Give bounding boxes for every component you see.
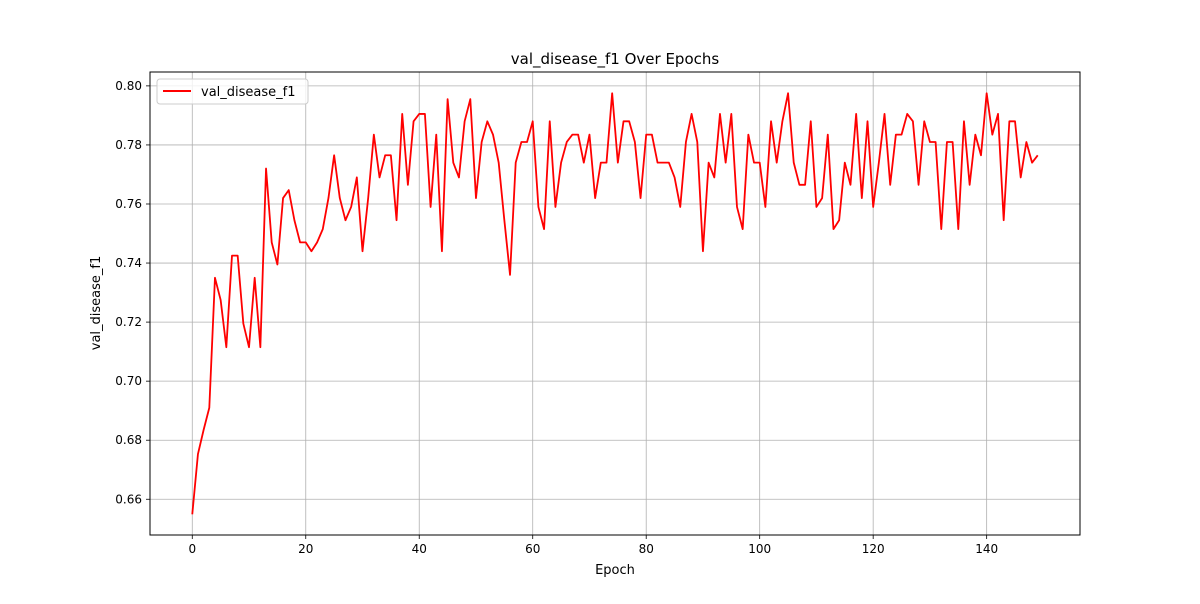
y-tick-label: 0.68 (115, 433, 142, 447)
x-tick-label: 20 (298, 542, 313, 556)
series-line-val_disease_f1 (191, 92, 1039, 515)
y-axis-label: val_disease_f1 (89, 256, 104, 351)
y-tick-label: 0.80 (115, 79, 142, 93)
x-tick-label: 80 (639, 542, 654, 556)
x-tick-label: 60 (525, 542, 540, 556)
x-tick-label: 100 (748, 542, 771, 556)
legend-label: val_disease_f1 (201, 85, 296, 100)
y-tick-label: 0.70 (115, 374, 142, 388)
y-tick-label: 0.78 (115, 138, 142, 152)
series-layer (191, 92, 1039, 515)
chart-title: val_disease_f1 Over Epochs (511, 50, 720, 69)
x-tick-label: 140 (975, 542, 998, 556)
x-axis-label: Epoch (595, 563, 635, 578)
y-tick-label: 0.72 (115, 315, 142, 329)
x-tick-label: 120 (862, 542, 885, 556)
grid (150, 72, 1080, 535)
legend: val_disease_f1 (156, 78, 309, 105)
plot-frame (149, 71, 1081, 536)
y-tick-label: 0.74 (115, 256, 142, 270)
y-tick-label: 0.66 (115, 492, 142, 506)
legend-box (156, 78, 309, 105)
y-tick-label: 0.76 (115, 197, 142, 211)
x-tick-label: 40 (412, 542, 427, 556)
ticks: 0 20 40 60 80 100 120 140 0.66 0.68 0.70 0.72 0.74 0.… (115, 79, 998, 556)
x-tick-label: 0 (188, 542, 196, 556)
